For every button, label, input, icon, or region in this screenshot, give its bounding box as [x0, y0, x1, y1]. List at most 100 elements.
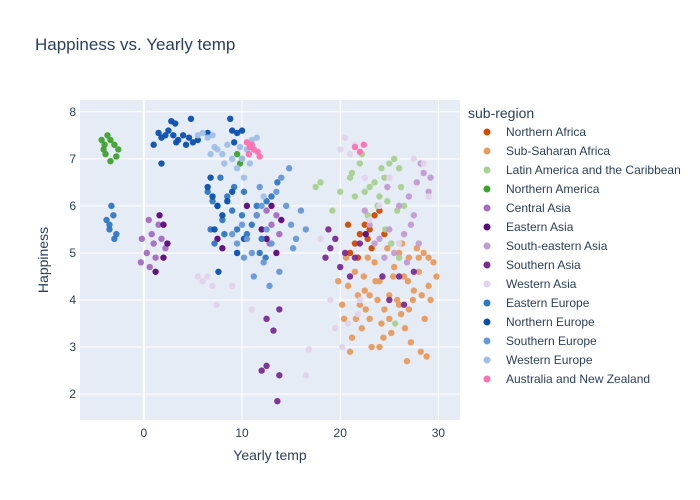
data-point — [258, 235, 265, 243]
x-axis-label: Yearly temp — [233, 447, 307, 463]
legend-item[interactable]: Northern America — [483, 182, 600, 196]
data-point — [273, 212, 280, 219]
data-point — [276, 306, 283, 313]
data-point — [238, 212, 246, 219]
data-point — [346, 150, 354, 158]
data-point — [155, 221, 162, 228]
data-point — [274, 179, 281, 186]
data-point — [214, 235, 221, 243]
data-point — [248, 306, 256, 313]
legend[interactable]: Northern Africa Sub-Saharan Africa Latin A… — [483, 125, 681, 386]
legend-item[interactable]: Australia and New Zealand — [483, 372, 651, 386]
data-point — [410, 212, 418, 219]
data-point — [366, 315, 373, 323]
data-point — [160, 221, 167, 228]
data-point — [337, 263, 344, 271]
data-point — [381, 174, 388, 181]
legend-item[interactable]: South-eastern Asia — [483, 239, 608, 253]
data-point — [371, 179, 378, 186]
data-point — [150, 240, 157, 247]
data-point — [415, 254, 422, 261]
data-point — [302, 372, 310, 379]
data-point — [219, 150, 226, 158]
legend-item[interactable]: Eastern Asia — [483, 220, 574, 234]
data-point — [278, 216, 285, 224]
series-southern-asia — [258, 226, 418, 405]
data-point — [381, 306, 388, 313]
data-point — [405, 193, 413, 200]
data-point — [425, 188, 432, 195]
data-point — [107, 136, 114, 144]
data-point — [248, 249, 256, 257]
legend-label: Latin America and the Caribbean — [506, 163, 681, 177]
data-point — [317, 179, 324, 186]
data-point — [160, 254, 167, 261]
legend-item[interactable]: Southern Asia — [483, 258, 582, 272]
y-tick-label: 3 — [69, 340, 76, 354]
legend-item[interactable]: Central Asia — [483, 201, 572, 215]
data-point — [409, 296, 417, 304]
data-point — [418, 292, 425, 299]
legend-label: Northern America — [506, 182, 600, 196]
legend-item[interactable]: Northern Europe — [483, 315, 596, 329]
data-point — [356, 296, 364, 304]
data-point — [391, 263, 398, 271]
legend-marker — [483, 280, 491, 288]
data-point — [344, 320, 352, 327]
legend-item[interactable]: Northern Africa — [483, 125, 587, 139]
data-point — [207, 174, 214, 181]
data-point — [337, 188, 344, 195]
data-point — [209, 193, 216, 200]
data-point — [233, 226, 241, 233]
legend-item[interactable]: Sub-Saharan Africa — [483, 144, 611, 158]
data-point — [410, 287, 418, 294]
data-point — [388, 240, 395, 247]
legend-item[interactable]: Western Asia — [483, 277, 577, 291]
data-point — [317, 235, 324, 243]
legend-marker — [483, 318, 491, 326]
data-point — [386, 296, 393, 304]
data-point — [263, 315, 270, 323]
data-point — [270, 327, 277, 334]
legend-marker — [483, 147, 491, 155]
series-australia-and-new-zealand — [243, 139, 367, 160]
data-point — [253, 134, 260, 141]
legend-item[interactable]: Southern Europe — [483, 334, 598, 348]
data-point — [238, 127, 246, 134]
data-point — [204, 134, 211, 141]
data-point — [354, 310, 362, 318]
data-point — [182, 141, 190, 148]
data-point — [376, 193, 383, 200]
series-central-asia — [137, 207, 283, 271]
x-tick-label: 20 — [334, 426, 348, 440]
data-point — [253, 202, 260, 210]
legend-item[interactable]: Latin America and the Caribbean — [483, 163, 681, 177]
data-point — [209, 197, 216, 205]
data-point — [276, 372, 283, 379]
y-tick-label: 2 — [69, 387, 76, 401]
data-point — [361, 174, 368, 181]
data-point — [407, 221, 415, 228]
legend-title: sub-region — [468, 105, 534, 121]
data-point — [236, 143, 244, 151]
axis-ticks: 0 10 20 30 2 3 4 5 6 7 8 — [69, 105, 445, 440]
data-point — [268, 221, 275, 228]
data-point — [395, 249, 403, 257]
data-point — [224, 141, 231, 148]
data-point — [211, 226, 218, 233]
data-point — [378, 165, 385, 172]
data-point — [391, 249, 398, 257]
data-point — [364, 254, 371, 261]
data-point — [238, 155, 246, 163]
data-point — [386, 292, 393, 299]
legend-label: Australia and New Zealand — [506, 372, 650, 386]
data-point — [356, 160, 364, 167]
legend-marker — [483, 356, 491, 364]
data-point — [276, 268, 283, 275]
data-point — [152, 254, 159, 261]
data-point — [292, 235, 300, 243]
series-western-europe — [194, 129, 267, 200]
legend-item[interactable]: Western Europe — [483, 353, 593, 367]
legend-item[interactable]: Eastern Europe — [483, 296, 590, 310]
data-point — [217, 174, 224, 181]
